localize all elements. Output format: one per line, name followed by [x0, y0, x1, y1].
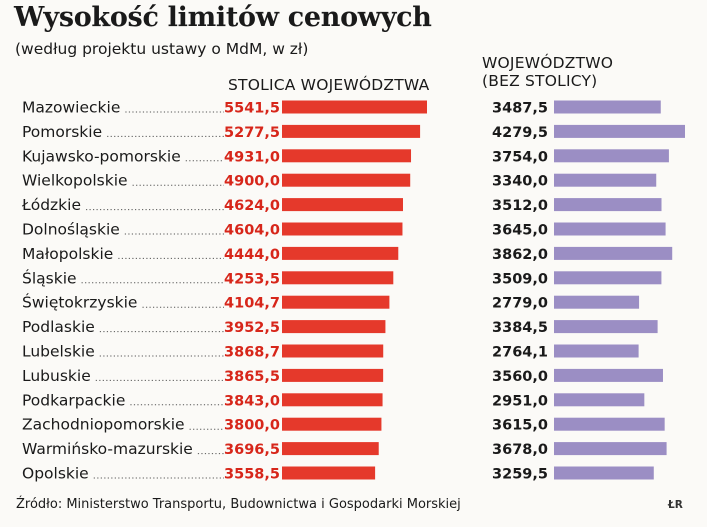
capital-bar	[282, 198, 403, 212]
region-bar	[554, 124, 685, 138]
capital-bar	[282, 246, 399, 260]
region-value-label: 4279,5	[492, 125, 548, 141]
legend-capital-label: STOLICA WOJEWÓDZTWA	[228, 76, 430, 94]
capital-value-label: 4931,0	[224, 149, 280, 165]
region-bar	[554, 222, 666, 236]
capital-bar	[282, 124, 421, 138]
legend-capital: STOLICA WOJEWÓDZTWA	[228, 76, 429, 94]
capital-value-label: 5541,5	[224, 101, 280, 117]
region-value-label: 3487,5	[492, 101, 548, 117]
capital-bar	[282, 344, 384, 358]
capital-value-label: 3952,5	[224, 320, 280, 336]
capital-value-label: 3696,5	[224, 442, 280, 458]
region-bar	[554, 100, 661, 114]
region-value-label: 3615,0	[492, 418, 548, 434]
region-value-label: 3645,0	[492, 223, 548, 239]
region-value-label: 3678,0	[492, 442, 548, 458]
capital-bar	[282, 442, 379, 456]
legend-region: WOJEWÓDZTWO (BEZ STOLICY)	[482, 54, 613, 90]
capital-bar	[282, 295, 390, 309]
region-value-label: 2951,0	[492, 393, 548, 409]
chart-subtitle: (według projektu ustawy o MdM, w zł)	[15, 40, 309, 58]
region-value-label: 3259,5	[492, 467, 548, 483]
category-label: Podlaskie	[22, 318, 95, 336]
category-label: Lubuskie	[22, 367, 91, 385]
legend-region-label-line1: WOJEWÓDZTWO	[482, 54, 614, 72]
region-bar	[554, 246, 673, 260]
category-label: Wielkopolskie	[22, 172, 128, 190]
region-value-label: 2764,1	[492, 345, 548, 361]
category-label: Łódzkie	[21, 196, 81, 214]
category-label: Małopolskie	[22, 245, 113, 263]
region-bar	[554, 173, 657, 187]
region-bar	[554, 344, 639, 358]
category-label: Śląskie	[22, 268, 77, 287]
capital-bar	[282, 368, 384, 382]
region-bar	[554, 466, 654, 480]
category-label: Lubelskie	[22, 343, 95, 361]
capital-value-label: 3865,5	[224, 369, 280, 385]
capital-value-label: 3868,7	[224, 345, 280, 361]
category-label: Opolskie	[22, 465, 89, 483]
region-bar	[554, 271, 662, 285]
capital-value-label: 4444,0	[224, 247, 280, 263]
category-label: Mazowieckie	[22, 99, 120, 117]
capital-bar	[282, 222, 403, 236]
category-label: Podkarpackie	[22, 391, 125, 409]
capital-value-label: 4900,0	[224, 174, 280, 190]
chart-title: Wysokość limitów cenowych	[14, 2, 432, 33]
region-bar	[554, 295, 640, 309]
capital-bar	[282, 173, 411, 187]
author-initials: ŁR	[668, 499, 683, 511]
category-label: Świętokrzyskie	[22, 293, 137, 312]
category-label: Zachodniopomorskie	[22, 416, 185, 434]
category-label: Dolnośląskie	[22, 221, 120, 239]
region-value-label: 3560,0	[492, 369, 548, 385]
region-bar	[554, 198, 662, 212]
region-bar	[554, 442, 667, 456]
legend-region-label-line2: (BEZ STOLICY)	[482, 72, 598, 90]
region-bar	[554, 320, 658, 334]
capital-value-label: 4253,5	[224, 271, 280, 287]
capital-value-label: 3800,0	[224, 418, 280, 434]
capital-bar	[282, 149, 412, 163]
source-note: Źródło: Ministerstwo Transportu, Budowni…	[16, 497, 461, 512]
capital-value-label: 3558,5	[224, 467, 280, 483]
category-label: Kujawsko-pomorskie	[22, 147, 181, 165]
capital-bar	[282, 393, 383, 407]
region-value-label: 3754,0	[492, 149, 548, 165]
region-value-label: 2779,0	[492, 296, 548, 312]
capital-bar	[282, 320, 386, 334]
region-bar	[554, 417, 665, 431]
capital-bar	[282, 417, 382, 431]
capital-value-label: 5277,5	[224, 125, 280, 141]
region-bar	[554, 393, 645, 407]
capital-value-label: 4104,7	[224, 296, 280, 312]
category-label: Warmińsko-mazurskie	[22, 440, 193, 458]
region-value-label: 3862,0	[492, 247, 548, 263]
capital-value-label: 4624,0	[224, 198, 280, 214]
capital-bar	[282, 271, 394, 285]
region-value-label: 3340,0	[492, 174, 548, 190]
region-value-label: 3509,0	[492, 271, 548, 287]
region-bar	[554, 149, 669, 163]
region-bar	[554, 368, 663, 382]
capital-bar	[282, 100, 427, 114]
capital-value-label: 4604,0	[224, 223, 280, 239]
capital-value-label: 3843,0	[224, 393, 280, 409]
region-value-label: 3384,5	[492, 320, 548, 336]
region-value-label: 3512,0	[492, 198, 548, 214]
capital-bar	[282, 466, 376, 480]
category-label: Pomorskie	[22, 123, 102, 141]
